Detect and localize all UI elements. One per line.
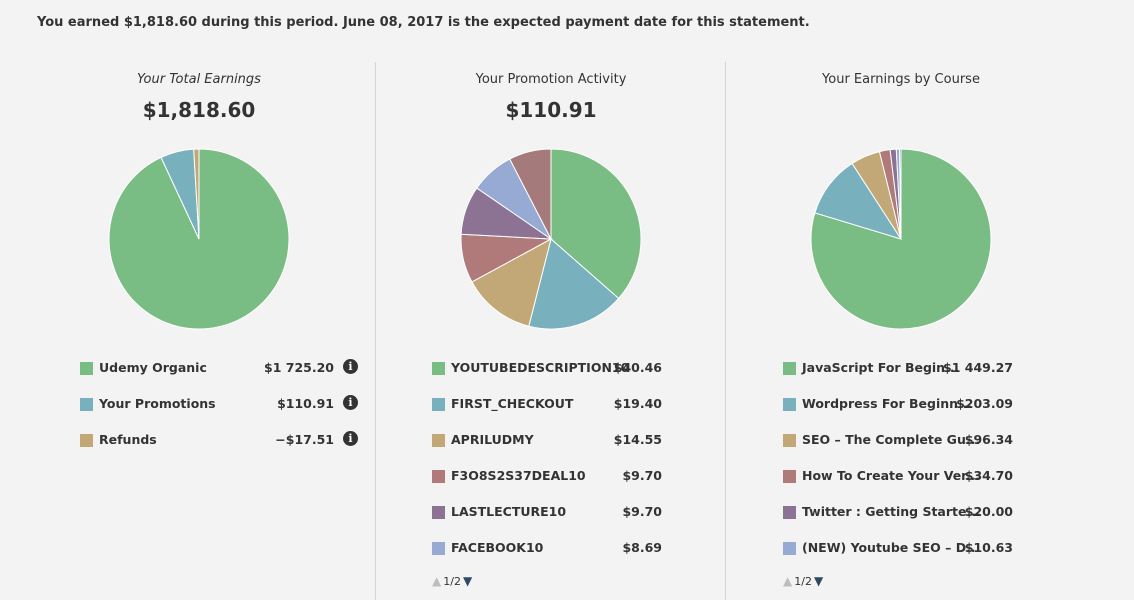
pie-slice[interactable] [528,238,620,330]
legend-item[interactable]: YOUTUBEDESCRIPTION10 $40.46 [432,356,662,392]
legend-label: LASTLECTURE10 [451,504,567,519]
legend-item[interactable]: How To Create Your Ver... $34.70 [783,464,1013,500]
page-indicator: 1/2 [443,574,461,588]
legend-label: (NEW) Youtube SEO – D... [802,540,981,555]
page-indicator: 1/2 [794,574,812,588]
panel-title: Your Earnings by Course [822,72,980,87]
legend-value: $19.40 [613,396,662,411]
legend-item[interactable]: F3O8S2S37DEAL10 $9.70 [432,464,662,500]
legend-label: Refunds [99,432,157,447]
legend-swatch [80,398,93,411]
legend-swatch [432,470,445,483]
legend-label: How To Create Your Ver... [802,468,980,483]
legend-item[interactable]: LASTLECTURE10 $9.70 [432,500,662,536]
legend-swatch [783,434,796,447]
promotion-activity-pie-chart [460,148,642,330]
legend-swatch [432,398,445,411]
legend-value: $14.55 [613,432,662,447]
legend-swatch [80,434,93,447]
legend-swatch [80,362,93,375]
earnings-by-course-panel: Your Earnings by Course JavaScript For B… [725,62,1076,600]
legend-swatch [783,362,796,375]
legend-value: $1 449.27 [943,360,1013,375]
earnings-by-course-pie-chart [810,148,992,330]
legend-label: APRILUDMY [451,432,534,447]
legend-label: JavaScript For Begin... [802,360,960,375]
legend-label: Your Promotions [99,396,216,411]
legend-value: $40.46 [613,360,662,375]
legend-swatch [783,398,796,411]
legend-item[interactable]: FACEBOOK10 $8.69 [432,536,662,572]
legend-swatch [432,434,445,447]
info-icon[interactable]: i [343,431,358,446]
legend-item[interactable]: Wordpress For Beginn... $203.09 [783,392,1013,428]
legend-value: $110.91 [277,396,334,411]
legend-item[interactable]: Refunds −$17.51 i [80,428,358,464]
legend-pager: ▲ 1/2 ▼ [783,574,823,588]
total-earnings-panel: Your Total Earnings $1,818.60 Udemy Orga… [24,62,374,600]
legend-item[interactable]: APRILUDMY $14.55 [432,428,662,464]
legend-item[interactable]: SEO – The Complete Gu... $96.34 [783,428,1013,464]
legend-item[interactable]: Udemy Organic $1 725.20 i [80,356,358,392]
total-earnings-pie-chart [108,148,290,330]
legend-swatch [783,470,796,483]
legend-label: F3O8S2S37DEAL10 [451,468,586,483]
legend-item[interactable]: FIRST_CHECKOUT $19.40 [432,392,662,428]
page-down-icon[interactable]: ▼ [462,574,473,588]
panel-total: $110.91 [505,98,597,122]
legend-label: Twitter : Getting Starte... [802,504,981,519]
legend-swatch [783,506,796,519]
legend-item[interactable]: Twitter : Getting Starte... $20.00 [783,500,1013,536]
legend-value: $96.34 [964,432,1013,447]
page-down-icon[interactable]: ▼ [813,574,824,588]
legend-label: Wordpress For Beginn... [802,396,973,411]
info-icon[interactable]: i [343,395,358,410]
page-up-icon[interactable]: ▲ [432,574,442,588]
statement-summary: You earned $1,818.60 during this period.… [37,15,810,30]
panel-total: $1,818.60 [142,98,256,122]
legend-item[interactable]: JavaScript For Begin... $1 449.27 [783,356,1013,392]
legend-swatch [432,542,445,555]
promotion-activity-panel: Your Promotion Activity $110.91 YOUTUBED… [375,62,726,600]
pie-slice[interactable] [193,148,200,240]
legend-item[interactable]: Your Promotions $110.91 i [80,392,358,428]
legend-value: $9.70 [622,504,662,519]
legend-value: $20.00 [964,504,1013,519]
panel-title: Your Total Earnings [137,72,261,87]
legend-label: FACEBOOK10 [451,540,544,555]
legend-value: $10.63 [964,540,1013,555]
pie-slice[interactable] [899,148,902,240]
panel-title: Your Promotion Activity [475,72,627,87]
legend-swatch [432,506,445,519]
legend: YOUTUBEDESCRIPTION10 $40.46 FIRST_CHECKOUT… [432,356,662,572]
page-up-icon[interactable]: ▲ [783,574,793,588]
legend-value: −$17.51 [275,432,334,447]
legend-label: SEO – The Complete Gu... [802,432,981,447]
pie-slice[interactable] [550,148,642,300]
legend-value: $1 725.20 [264,360,334,375]
legend: Udemy Organic $1 725.20 i Your Promotions $1… [80,356,358,464]
pie-slice[interactable] [471,238,552,327]
legend-label: YOUTUBEDESCRIPTION10 [451,360,630,375]
legend-swatch [783,542,796,555]
legend-swatch [432,362,445,375]
legend-value: $34.70 [964,468,1013,483]
legend-value: $9.70 [622,468,662,483]
legend-pager: ▲ 1/2 ▼ [432,574,472,588]
pie-slice[interactable] [509,148,552,240]
legend-label: Udemy Organic [99,360,207,375]
info-icon[interactable]: i [343,359,358,374]
legend-label: FIRST_CHECKOUT [451,396,574,411]
legend-value: $8.69 [622,540,662,555]
legend-value: $203.09 [956,396,1013,411]
legend: JavaScript For Begin... $1 449.27 Wordpres… [783,356,1013,572]
legend-item[interactable]: (NEW) Youtube SEO – D... $10.63 [783,536,1013,572]
